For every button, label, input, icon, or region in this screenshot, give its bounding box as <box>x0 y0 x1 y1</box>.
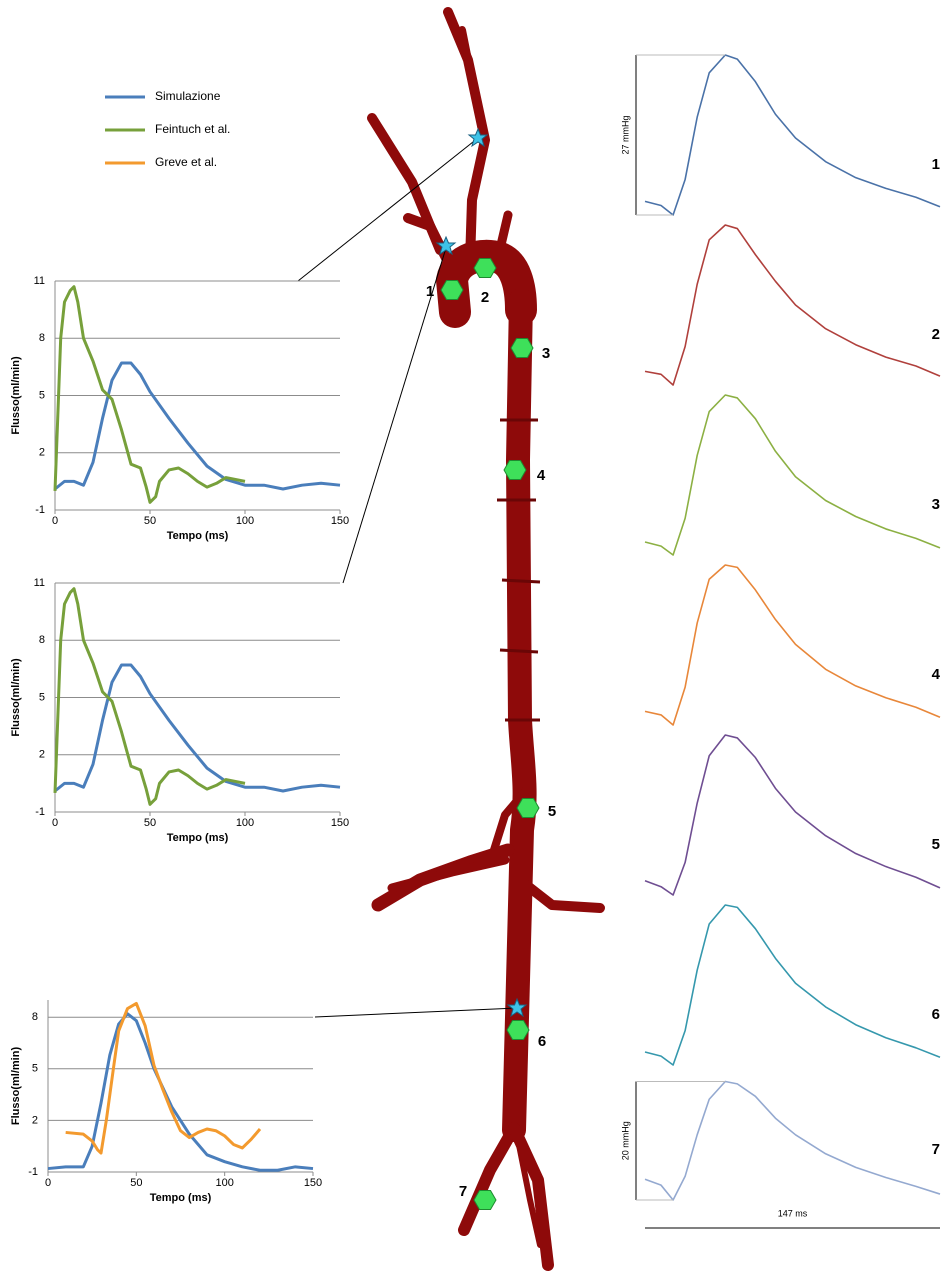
waveform <box>645 225 940 385</box>
pressure-scale-label: 20 mmHg <box>620 1121 630 1160</box>
y-tick-label: 8 <box>39 332 45 344</box>
y-tick-label: -1 <box>35 504 45 516</box>
connector <box>315 1008 517 1017</box>
x-tick-label: 150 <box>304 1177 322 1189</box>
legend-label: Greve et al. <box>155 155 217 169</box>
site-label: 3 <box>542 345 550 362</box>
y-tick-label: -1 <box>35 806 45 818</box>
legend-label: Simulazione <box>155 89 221 103</box>
y-tick-label: 2 <box>32 1114 38 1126</box>
pressure-scale-label: 27 mmHg <box>620 115 630 154</box>
y-tick-label: 11 <box>34 275 45 287</box>
x-tick-label: 100 <box>236 515 254 527</box>
site-marker <box>441 280 463 299</box>
waveform <box>645 565 940 725</box>
site-label: 4 <box>537 467 546 484</box>
y-axis-title: Flusso(ml/min) <box>10 658 22 737</box>
y-tick-label: 11 <box>34 577 45 589</box>
measurement-sites: 1 2 3 4 5 6 7 <box>426 258 556 1209</box>
x-tick-label: 50 <box>144 515 156 527</box>
x-tick-label: 50 <box>144 817 156 829</box>
site-label: 2 <box>481 289 489 306</box>
carotid-branch <box>462 30 470 70</box>
y-tick-label: 2 <box>39 447 45 459</box>
legend-label: Feintuch et al. <box>155 122 230 136</box>
y-tick-label: 5 <box>32 1063 38 1075</box>
y-axis-title: Flusso(ml/min) <box>10 1047 22 1126</box>
data-line <box>55 287 245 503</box>
y-tick-label: 5 <box>39 389 45 401</box>
waveform <box>645 905 940 1065</box>
data-line <box>55 589 245 805</box>
site-number: 3 <box>932 496 940 513</box>
site-number: 7 <box>932 1141 940 1158</box>
site-number: 5 <box>932 836 940 853</box>
aorta <box>372 12 600 1265</box>
x-axis-title: Tempo (ms) <box>167 530 229 542</box>
data-line <box>48 1014 313 1171</box>
y-tick-label: 5 <box>39 691 45 703</box>
site-marker <box>474 1190 496 1209</box>
site-label: 1 <box>426 283 434 300</box>
x-tick-label: 0 <box>45 1177 51 1189</box>
data-line <box>55 665 340 791</box>
x-tick-label: 100 <box>215 1177 233 1189</box>
waveform <box>645 55 940 215</box>
x-tick-label: 100 <box>236 817 254 829</box>
x-tick-label: 150 <box>331 515 349 527</box>
site-marker <box>511 338 533 357</box>
site-number: 2 <box>932 326 940 343</box>
y-axis-title: Flusso(ml/min) <box>10 356 22 435</box>
waveform <box>645 395 940 555</box>
site-marker <box>507 1020 529 1039</box>
x-axis-title: Tempo (ms) <box>150 1192 212 1204</box>
site-label: 5 <box>548 803 556 820</box>
waveform <box>645 1081 940 1200</box>
y-tick-label: -1 <box>28 1166 38 1178</box>
x-tick-label: 150 <box>331 817 349 829</box>
site-marker <box>504 460 526 479</box>
x-tick-label: 0 <box>52 817 58 829</box>
figure: 1234567 -125811050100150Tempo (ms)Flusso… <box>0 0 950 1278</box>
y-tick-label: 8 <box>32 1011 38 1023</box>
y-tick-label: 8 <box>39 634 45 646</box>
x-tick-label: 50 <box>130 1177 142 1189</box>
site-number: 6 <box>932 1006 940 1023</box>
site-marker <box>517 798 539 817</box>
site-number: 1 <box>932 156 940 173</box>
site-marker <box>474 258 496 277</box>
site-label: 6 <box>538 1033 546 1050</box>
site-label: 7 <box>459 1183 467 1200</box>
site-number: 4 <box>932 666 941 683</box>
waveform <box>645 735 940 895</box>
iliac-left <box>464 1128 514 1230</box>
time-scale-label: 147 ms <box>778 1208 808 1218</box>
x-axis-title: Tempo (ms) <box>167 832 229 844</box>
data-line <box>55 363 340 489</box>
x-tick-label: 0 <box>52 515 58 527</box>
y-tick-label: 2 <box>39 749 45 761</box>
vertebral <box>372 118 440 250</box>
